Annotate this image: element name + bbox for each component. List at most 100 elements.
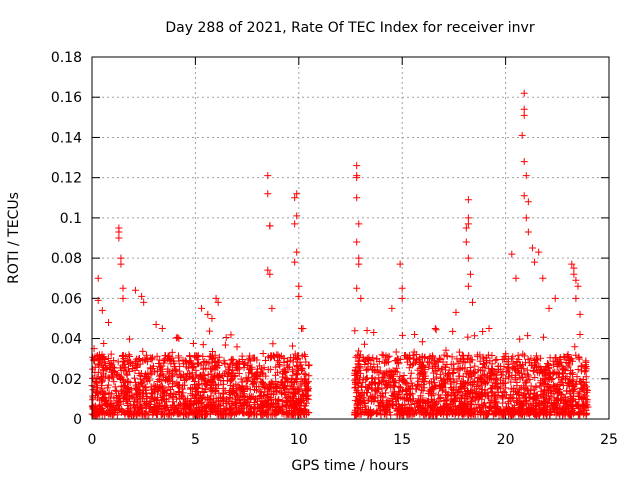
data-point bbox=[355, 260, 363, 268]
noise-point bbox=[576, 377, 584, 385]
noise-point bbox=[119, 386, 127, 394]
noise-point bbox=[274, 381, 282, 389]
noise-point bbox=[387, 368, 395, 376]
noise-point bbox=[282, 409, 290, 417]
noise-point bbox=[454, 359, 462, 367]
noise-point bbox=[359, 378, 367, 386]
noise-point bbox=[356, 397, 364, 405]
noise-point bbox=[453, 355, 461, 363]
noise-point bbox=[395, 387, 403, 395]
noise-point bbox=[466, 371, 474, 379]
noise-point bbox=[157, 367, 165, 375]
noise-point bbox=[464, 333, 472, 341]
noise-point bbox=[389, 388, 397, 396]
noise-point bbox=[377, 411, 385, 419]
noise-point bbox=[170, 357, 178, 365]
noise-point bbox=[519, 407, 527, 415]
noise-point bbox=[139, 347, 147, 355]
noise-point bbox=[459, 381, 467, 389]
noise-point bbox=[116, 405, 124, 413]
noise-point bbox=[189, 374, 197, 382]
noise-point bbox=[434, 358, 442, 366]
noise-point bbox=[511, 374, 519, 382]
noise-point bbox=[414, 374, 422, 382]
noise-point bbox=[110, 378, 118, 386]
noise-point bbox=[206, 327, 214, 335]
noise-point bbox=[546, 354, 554, 362]
noise-point bbox=[302, 391, 310, 399]
data-point bbox=[570, 264, 578, 272]
noise-point bbox=[179, 403, 187, 411]
noise-point bbox=[484, 392, 492, 400]
noise-point bbox=[526, 390, 534, 398]
noise-point bbox=[147, 394, 155, 402]
noise-point bbox=[278, 408, 286, 416]
noise-point bbox=[466, 356, 474, 364]
noise-point bbox=[165, 369, 173, 377]
noise-point bbox=[135, 408, 143, 416]
noise-point bbox=[536, 409, 544, 417]
noise-point bbox=[300, 402, 308, 410]
noise-point bbox=[436, 403, 444, 411]
noise-point bbox=[294, 366, 302, 374]
noise-point bbox=[540, 333, 548, 341]
noise-point bbox=[139, 382, 147, 390]
data-point bbox=[140, 298, 148, 306]
noise-point bbox=[120, 409, 128, 417]
noise-point bbox=[582, 373, 590, 381]
noise-point bbox=[354, 373, 362, 381]
data-point bbox=[512, 274, 520, 282]
noise-point bbox=[245, 410, 253, 418]
noise-point bbox=[110, 364, 118, 372]
noise-point bbox=[449, 368, 457, 376]
noise-point bbox=[371, 375, 379, 383]
noise-point bbox=[553, 357, 561, 365]
noise-point bbox=[186, 352, 194, 360]
data-point bbox=[158, 325, 166, 332]
noise-point bbox=[96, 354, 104, 362]
noise-point bbox=[514, 388, 522, 396]
noise-point bbox=[419, 375, 427, 383]
noise-point bbox=[427, 402, 435, 410]
noise-point bbox=[94, 360, 102, 368]
noise-point bbox=[485, 365, 493, 373]
noise-point bbox=[255, 393, 263, 401]
noise-point bbox=[177, 372, 185, 380]
noise-point bbox=[407, 369, 415, 377]
noise-point bbox=[456, 385, 464, 393]
noise-point bbox=[433, 399, 441, 407]
noise-point bbox=[367, 356, 375, 364]
noise-point bbox=[283, 394, 291, 402]
noise-point bbox=[302, 371, 310, 379]
noise-point bbox=[464, 388, 472, 396]
noise-point bbox=[182, 374, 190, 382]
noise-point bbox=[564, 379, 572, 387]
chart-title: Day 288 of 2021, Rate Of TEC Index for r… bbox=[165, 20, 534, 36]
noise-point bbox=[582, 404, 590, 412]
data-point bbox=[411, 331, 419, 339]
noise-point bbox=[155, 375, 163, 383]
data-point bbox=[466, 270, 474, 278]
noise-point bbox=[438, 382, 446, 390]
noise-point bbox=[186, 398, 194, 406]
noise-point bbox=[376, 402, 384, 410]
noise-point bbox=[491, 393, 499, 401]
noise-point bbox=[537, 379, 545, 387]
noise-point bbox=[193, 404, 201, 412]
noise-point bbox=[497, 410, 505, 418]
noise-point bbox=[107, 400, 115, 408]
noise-point bbox=[207, 353, 215, 361]
noise-point bbox=[235, 369, 243, 377]
noise-point bbox=[491, 356, 499, 364]
noise-point bbox=[562, 359, 570, 367]
noise-point bbox=[126, 395, 134, 403]
noise-point bbox=[276, 362, 284, 370]
data-point bbox=[535, 248, 543, 256]
noise-point bbox=[211, 351, 219, 359]
noise-point bbox=[556, 397, 564, 405]
noise-point bbox=[436, 394, 444, 402]
noise-point bbox=[430, 375, 438, 383]
noise-point bbox=[437, 410, 445, 418]
noise-point bbox=[276, 385, 284, 393]
data-point bbox=[198, 304, 206, 312]
